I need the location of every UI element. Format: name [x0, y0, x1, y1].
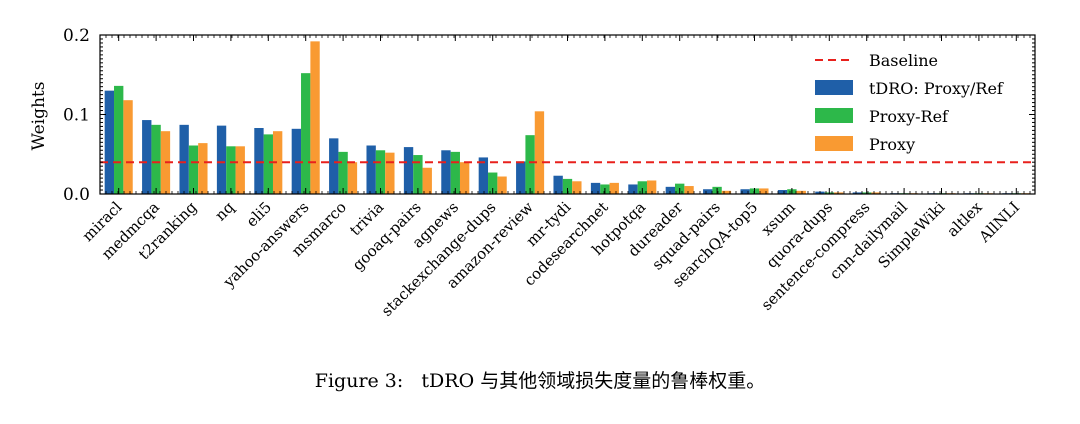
bar-t2ranking-2 — [198, 143, 208, 194]
legend-swatch-0 — [815, 80, 853, 95]
bar-stackexchange-dups-0 — [478, 157, 489, 194]
bar-codesearchnet-2 — [609, 182, 619, 194]
x-tick-label-AllNLI: AllNLI — [975, 198, 1023, 246]
bar-codesearchnet-0 — [590, 182, 601, 194]
chart: 0.0 0.1 0.2 Weights miraclmedmcqat2ranking… — [29, 26, 1036, 320]
bar-mr-tydi-1 — [562, 178, 573, 194]
bar-agnews-2 — [459, 162, 470, 194]
caption-label: Figure 3: — [314, 370, 404, 392]
bar-hotpotqa-1 — [637, 181, 647, 194]
legend-swatch-1 — [815, 108, 853, 123]
bar-trivia-2 — [385, 152, 395, 194]
bar-squad-pairs-0 — [703, 189, 713, 194]
bar-t2ranking-0 — [179, 124, 189, 194]
bar-t2ranking-1 — [188, 145, 199, 194]
y-tick-label: 0.1 — [63, 106, 90, 126]
bar-sentence-compress-2 — [871, 192, 881, 194]
bar-gooaq-pairs-1 — [413, 155, 423, 194]
bar-miracl-0 — [104, 90, 115, 194]
bar-dureader-2 — [684, 186, 694, 194]
bar-searchQA-top5-0 — [740, 189, 750, 194]
x-tick-label-eli5: eli5 — [243, 198, 276, 231]
bar-msmarco-2 — [347, 162, 358, 194]
bar-miracl-2 — [123, 100, 133, 194]
legend-baseline-label: Baseline — [869, 51, 938, 70]
bar-yahoo-answers-2 — [310, 41, 320, 194]
bar-quora-dups-2 — [833, 192, 844, 194]
bar-nq-0 — [216, 125, 227, 194]
bar-msmarco-1 — [338, 151, 348, 194]
bar-sentence-compress-0 — [852, 192, 863, 194]
bar-amazon-review-1 — [525, 135, 535, 194]
bar-amazon-review-0 — [516, 161, 526, 194]
bar-eli5-0 — [254, 128, 264, 194]
bar-mr-tydi-2 — [572, 181, 582, 194]
y-axis-label: Weights — [29, 82, 49, 151]
bar-xsum-0 — [777, 190, 788, 194]
bar-stackexchange-dups-1 — [488, 172, 498, 194]
bar-medmcqa-0 — [142, 120, 152, 194]
bar-eli5-2 — [272, 131, 283, 194]
legend-label-1: Proxy-Ref — [869, 107, 949, 126]
bar-mr-tydi-0 — [553, 175, 563, 194]
caption-text: tDRO 与其他领域损失度量的鲁棒权重。 — [421, 370, 766, 392]
legend: Baseline tDRO: Proxy/Ref Proxy-Ref Proxy — [815, 51, 1004, 154]
bar-xsum-2 — [796, 190, 806, 194]
bar-gooaq-pairs-0 — [403, 147, 414, 194]
bar-trivia-0 — [366, 145, 376, 194]
bar-squad-pairs-2 — [721, 190, 732, 194]
bar-msmarco-0 — [329, 138, 339, 194]
bar-searchQA-top5-2 — [759, 188, 769, 194]
bar-agnews-0 — [441, 150, 451, 194]
bar-trivia-1 — [375, 150, 386, 194]
bar-dureader-0 — [665, 186, 676, 194]
bar-hotpotqa-2 — [646, 180, 657, 194]
bar-nq-2 — [235, 146, 245, 194]
bar-stackexchange-dups-2 — [497, 176, 507, 194]
bar-hotpotqa-0 — [628, 184, 638, 194]
figure-caption: Figure 3: tDRO 与其他领域损失度量的鲁棒权重。 — [0, 366, 1080, 393]
bar-yahoo-answers-1 — [301, 73, 311, 194]
bar-agnews-1 — [450, 151, 460, 194]
bar-eli5-1 — [263, 134, 273, 195]
y-tick-labels: 0.0 0.1 0.2 — [63, 26, 90, 205]
bar-nq-1 — [226, 146, 236, 194]
bar-amazon-review-2 — [534, 111, 545, 194]
y-tick-label: 0.2 — [63, 26, 90, 46]
bar-medmcqa-1 — [151, 124, 161, 194]
x-tick-label-nq: nq — [211, 198, 238, 225]
legend-label-0: tDRO: Proxy/Ref — [869, 79, 1004, 98]
legend-label-2: Proxy — [869, 135, 915, 154]
legend-swatch-2 — [815, 136, 853, 151]
bar-gooaq-pairs-2 — [422, 167, 432, 194]
axis-ticks — [100, 35, 1035, 195]
bar-miracl-1 — [114, 85, 124, 194]
y-tick-label: 0.0 — [63, 185, 90, 205]
